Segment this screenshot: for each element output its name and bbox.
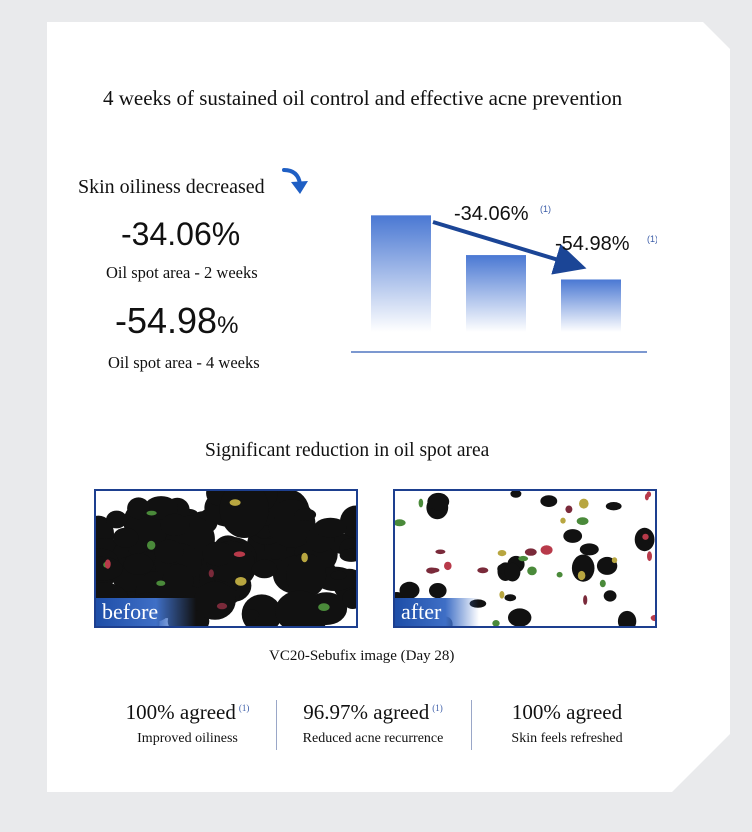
agreement-value: 100% agreed: [125, 700, 236, 724]
agreement-caption: Skin feels refreshed: [511, 731, 623, 746]
section-title: Significant reduction in oil spot area: [205, 440, 490, 461]
stat-divider: [276, 700, 277, 750]
oil-stat-4-weeks-caption: Oil spot area - 4 weeks: [108, 353, 260, 372]
footnote-marker: (1): [540, 204, 551, 214]
oil-stat-2-weeks: -34.06%: [121, 216, 241, 252]
bar-3: [561, 279, 621, 332]
footnote-marker: (1): [647, 234, 657, 244]
footnote-marker: (1): [432, 703, 443, 713]
bar-1: [371, 215, 431, 332]
agreement-value: 100% agreed: [511, 700, 623, 724]
before-photo-tag: before: [96, 598, 197, 626]
headline: 4 weeks of sustained oil control and eff…: [103, 86, 623, 110]
curved-arrow-down-icon: [282, 168, 308, 194]
oil-decrease-label: Skin oiliness decreased: [78, 176, 265, 198]
oil-stat-4-weeks: -54.98%: [115, 300, 239, 341]
data-label-2: -54.98%: [555, 233, 630, 255]
photo-caption: VC20-Sebufix image (Day 28): [269, 648, 455, 664]
oil-stat-2-weeks-caption: Oil spot area - 2 weeks: [106, 263, 258, 282]
after-photo-tag: after: [395, 598, 480, 626]
agreement-caption: Reduced acne recurrence: [302, 731, 444, 746]
agreement-caption: Improved oiliness: [137, 731, 238, 746]
before-photo: before: [94, 489, 358, 628]
bar-2: [466, 255, 526, 332]
agreement-stat-acne: 96.97% agreed (1) Reduced acne recurrence: [287, 700, 459, 747]
trend-arrow: [432, 220, 587, 275]
stat-divider: [471, 700, 472, 750]
footnote-marker: (1): [238, 703, 250, 713]
data-label-1: -34.06%: [454, 203, 529, 225]
infographic-card: 4 weeks of sustained oil control and eff…: [47, 22, 730, 792]
before-oil-spots-image: [96, 491, 356, 626]
oil-area-bar-chart: -34.06% (1) -54.98% (1): [351, 203, 657, 353]
agreement-stat-refreshed: 100% agreed Skin feels refreshed: [492, 700, 642, 747]
agreement-stat-oiliness: 100% agreed (1) Improved oiliness: [115, 700, 260, 747]
after-photo: after: [393, 489, 657, 628]
agreement-value: 96.97% agreed: [303, 700, 430, 724]
